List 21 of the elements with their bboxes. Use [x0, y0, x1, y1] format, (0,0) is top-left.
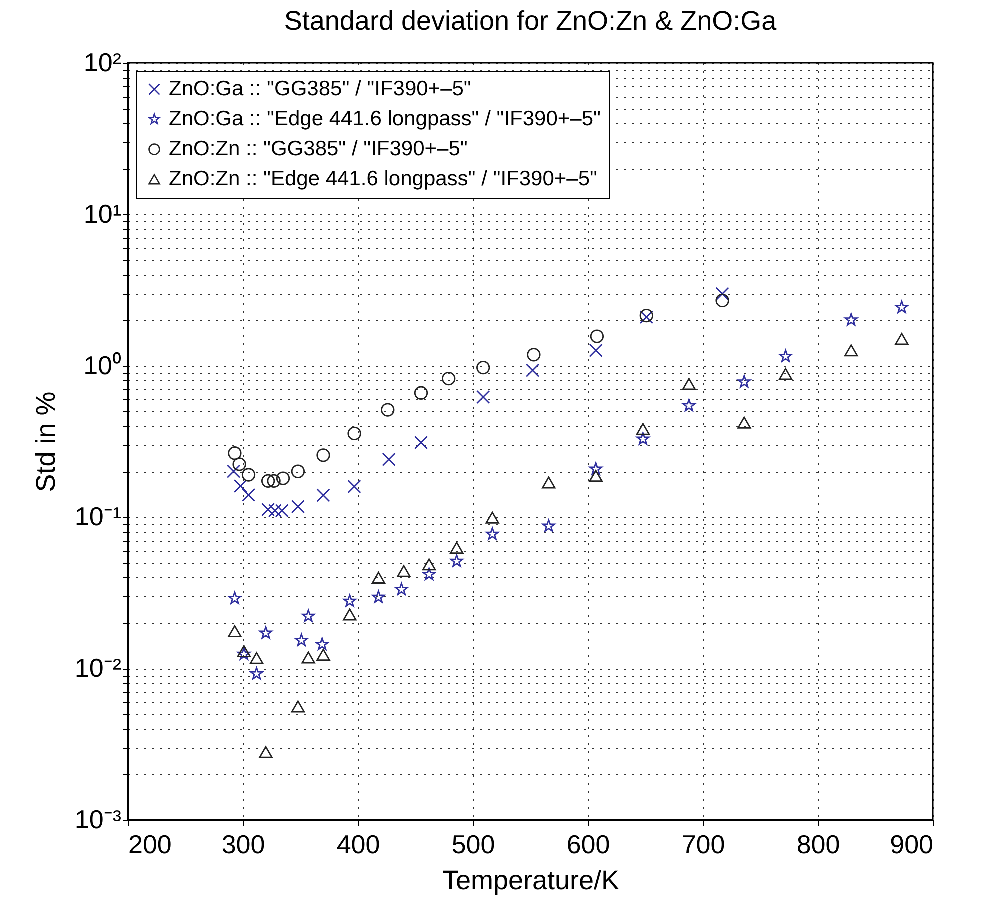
x-tick-label: 300 — [222, 830, 266, 860]
x-tick-label: 900 — [890, 830, 934, 860]
x-tick-label: 200 — [128, 830, 172, 860]
legend-label: ZnO:Zn :: "GG385" / "IF390+–5" — [169, 138, 468, 160]
y-tick-label: 10¹ — [84, 198, 122, 229]
legend-label: ZnO:Ga :: "Edge 441.6 longpass" / "IF390+–5" — [169, 108, 601, 130]
x-tick-label: 400 — [336, 830, 380, 860]
legend-label: ZnO:Zn :: "Edge 441.6 longpass" / "IF390+–5" — [169, 168, 598, 190]
x-tick-label: 700 — [682, 830, 726, 860]
x-axis-title: Temperature/K — [442, 866, 620, 896]
x-tick-label: 600 — [566, 830, 610, 860]
y-tick-label: 10² — [84, 48, 122, 78]
chart-title: Standard deviation for ZnO:Zn & ZnO:Ga — [284, 6, 778, 36]
x-tick-label: 800 — [796, 830, 840, 860]
legend-label: ZnO:Ga :: "GG385" / "IF390+–5" — [169, 78, 472, 100]
y-axis-title: Std in % — [30, 392, 61, 492]
y-tick-label: 10⁻³ — [74, 804, 122, 834]
x-tick-label: 500 — [452, 830, 496, 860]
y-tick-label: 10⁻¹ — [74, 502, 122, 532]
y-tick-label: 10⁰ — [84, 350, 122, 380]
y-tick-label: 10⁻² — [74, 653, 122, 684]
